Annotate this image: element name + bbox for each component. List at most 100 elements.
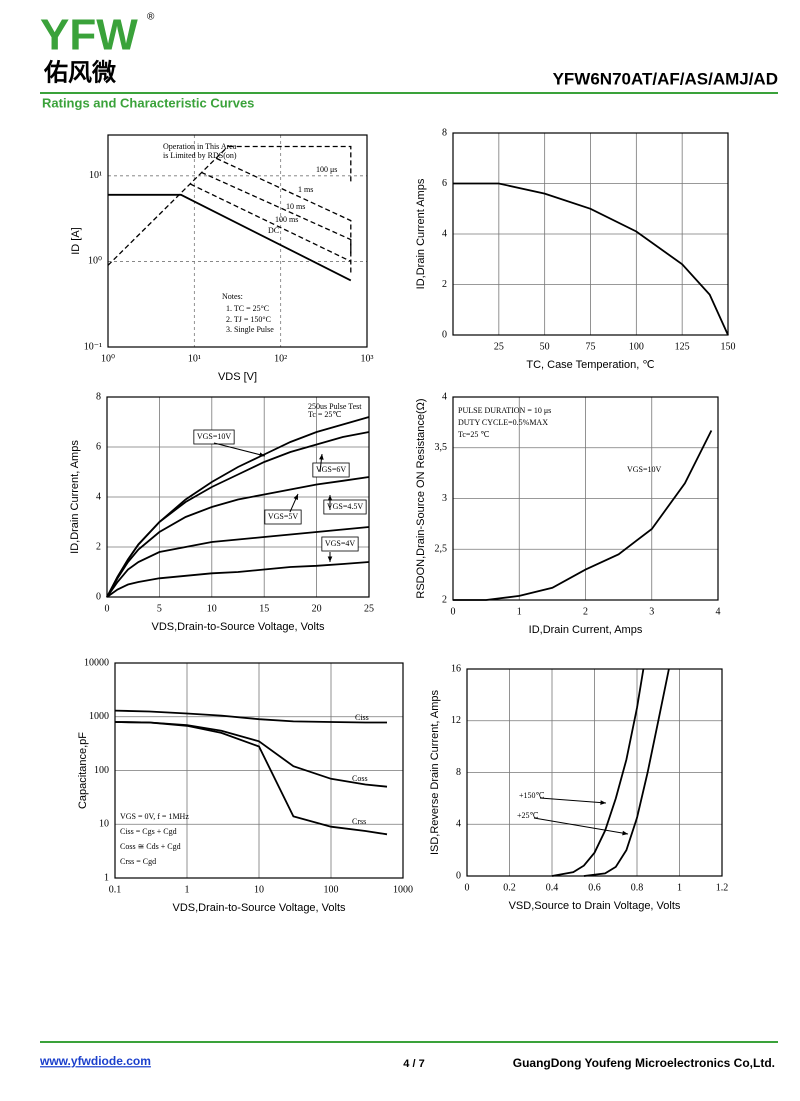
y-tick-label: 0 bbox=[456, 870, 461, 881]
x-tick-label: 150 bbox=[721, 341, 736, 352]
x-axis-label: TC, Case Temperation, ℃ bbox=[526, 359, 654, 371]
label-arrowhead bbox=[327, 556, 333, 562]
annotation: 1. TC = 25°C bbox=[226, 304, 269, 313]
y-axis-label: RSDON,Drain-Source ON Resistance(Ω) bbox=[415, 398, 427, 598]
series-line bbox=[106, 526, 370, 598]
website[interactable]: www.yfwdiode.com bbox=[39, 1054, 151, 1068]
series-label: VGS=5V bbox=[268, 512, 299, 521]
series-label-box bbox=[321, 536, 359, 552]
x-tick-label: 10² bbox=[274, 353, 287, 364]
x-tick-label: 10¹ bbox=[188, 353, 201, 364]
series-label: 1 ms bbox=[298, 185, 313, 194]
x-axis-label: VDS,Drain-to-Source Voltage, Volts bbox=[151, 621, 325, 633]
x-tick-label: 25 bbox=[364, 603, 374, 614]
plot-frame bbox=[106, 396, 370, 598]
y-tick-label: 10⁻¹ bbox=[84, 341, 102, 352]
series-label-box bbox=[312, 462, 350, 478]
x-tick-label: 0 bbox=[451, 606, 456, 617]
y-tick-label: 0 bbox=[96, 591, 101, 602]
x-tick-label: 10³ bbox=[361, 353, 374, 364]
y-axis-label: ID,Drain Current Amps bbox=[415, 178, 427, 289]
series-line bbox=[453, 182, 729, 336]
x-tick-label: 4 bbox=[716, 606, 721, 617]
x-tick-label: 2 bbox=[583, 606, 588, 617]
series-line bbox=[108, 193, 352, 282]
y-tick-label: 2 bbox=[96, 541, 101, 552]
series-label-box bbox=[193, 429, 235, 445]
series-line bbox=[453, 430, 713, 601]
y-tick-label: 8 bbox=[96, 391, 101, 402]
label-arrowhead bbox=[319, 454, 324, 460]
series-line bbox=[583, 668, 670, 877]
plot-frame bbox=[114, 662, 404, 879]
y-tick-label: 16 bbox=[451, 663, 461, 674]
x-tick-label: 5 bbox=[157, 603, 162, 614]
annotation: Tc=25 ℃ bbox=[458, 430, 489, 439]
y-tick-label: 6 bbox=[442, 178, 447, 189]
plot-frame bbox=[452, 396, 719, 601]
series-label: VGS=4.5V bbox=[327, 502, 364, 511]
x-tick-label: 100 bbox=[629, 341, 644, 352]
series-line bbox=[190, 183, 352, 262]
series-line bbox=[107, 145, 230, 266]
series-label: 100 μs bbox=[316, 165, 337, 174]
y-axis-label: ID,Drain Current, Amps bbox=[69, 440, 81, 554]
x-axis-label: VDS,Drain-to-Source Voltage, Volts bbox=[172, 902, 346, 914]
y-tick-label: 2 bbox=[442, 594, 447, 605]
y-tick-label: 10¹ bbox=[89, 170, 102, 181]
x-tick-label: 0.2 bbox=[503, 882, 516, 893]
annotation: Tc = 25℃ bbox=[308, 410, 341, 419]
series-line bbox=[200, 171, 352, 275]
x-tick-label: 1000 bbox=[393, 884, 413, 895]
y-tick-label: 4 bbox=[442, 391, 447, 402]
x-tick-label: 50 bbox=[540, 341, 550, 352]
label-arrowhead bbox=[600, 800, 606, 805]
series-label: Ciss bbox=[355, 713, 369, 722]
annotation: 3. Single Pulse bbox=[226, 325, 274, 334]
x-tick-label: 10 bbox=[254, 884, 264, 895]
series-line bbox=[114, 721, 388, 836]
series-label: Coss bbox=[352, 774, 368, 783]
series-label: 10 ms bbox=[286, 202, 305, 211]
page-number: 4 / 7 bbox=[403, 1058, 424, 1070]
series-line bbox=[551, 668, 645, 877]
x-tick-label: 1 bbox=[517, 606, 522, 617]
y-tick-label: 1000 bbox=[89, 711, 109, 722]
x-tick-label: 0.6 bbox=[588, 882, 601, 893]
x-tick-label: 100 bbox=[324, 884, 339, 895]
annotation: PULSE DURATION = 10 μs bbox=[458, 406, 551, 415]
section-title: Ratings and Characteristic Curves bbox=[42, 95, 254, 110]
y-tick-label: 3,5 bbox=[435, 442, 448, 453]
annotation: VGS = 0V, f = 1MHz bbox=[120, 812, 189, 821]
y-tick-label: 1 bbox=[104, 872, 109, 883]
y-tick-label: 10000 bbox=[84, 657, 109, 668]
y-tick-label: 8 bbox=[442, 127, 447, 138]
label-arrowhead bbox=[293, 494, 298, 500]
annotation: Notes: bbox=[222, 292, 243, 301]
annotation: DUTY CYCLE=0.5%MAX bbox=[458, 418, 548, 427]
x-axis-label: VSD,Source to Drain Voltage, Volts bbox=[509, 900, 681, 912]
series-label: VGS=10V bbox=[197, 432, 232, 441]
x-tick-label: 0 bbox=[105, 603, 110, 614]
y-tick-label: 4 bbox=[456, 819, 461, 830]
series-line bbox=[106, 431, 370, 598]
y-tick-label: 4 bbox=[96, 491, 101, 502]
logo-chinese: 佑风微 bbox=[43, 58, 116, 86]
x-tick-label: 0.4 bbox=[546, 882, 559, 893]
series-label: VGS=4V bbox=[325, 539, 356, 548]
annotation: Crss = Cgd bbox=[120, 857, 156, 866]
series-line bbox=[114, 721, 388, 788]
y-tick-label: 4 bbox=[442, 228, 447, 239]
x-tick-label: 1 bbox=[185, 884, 190, 895]
label-arrowhead bbox=[259, 452, 265, 457]
series-label: VGS=6V bbox=[316, 465, 347, 474]
x-tick-label: 125 bbox=[675, 341, 690, 352]
x-tick-label: 1.2 bbox=[716, 882, 729, 893]
series-line bbox=[216, 157, 352, 255]
x-tick-label: 1 bbox=[677, 882, 682, 893]
series-label-box bbox=[323, 499, 367, 515]
y-tick-label: 100 bbox=[94, 765, 109, 776]
plot-frame bbox=[452, 132, 729, 336]
label-arrow bbox=[213, 442, 266, 457]
